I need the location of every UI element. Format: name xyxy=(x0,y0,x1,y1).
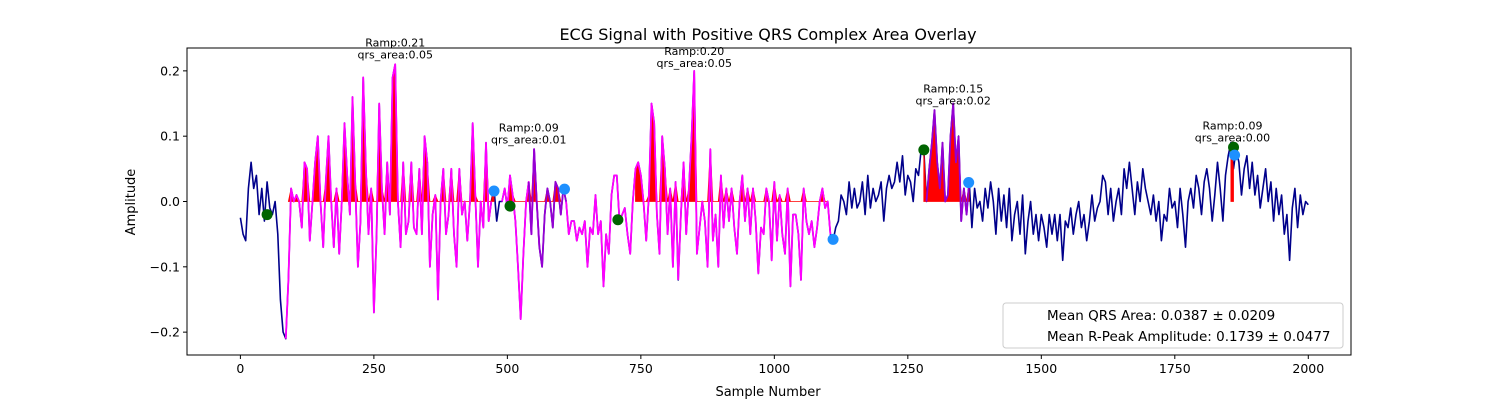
qrs-segment-line-7 xyxy=(925,102,960,203)
q-onset-marker-2 xyxy=(504,200,516,212)
annotation-ramp-4: Ramp:0.15 xyxy=(923,82,983,95)
annotation-qrs-area-5: qrs_area:0.00 xyxy=(1195,131,1270,144)
s-offset-marker-1 xyxy=(488,185,500,197)
x-tick-label-6: 1500 xyxy=(1025,361,1057,376)
qrs-segment-line-8 xyxy=(957,136,971,223)
annotation-qrs-area-4: qrs_area:0.02 xyxy=(915,94,990,107)
x-axis: 0 250 500 750 1000 1250 1500 1750 2000 xyxy=(236,355,1324,376)
x-tick-label-3: 750 xyxy=(629,361,653,376)
y-tick-label-2: 0.0 xyxy=(160,194,180,209)
x-tick-label-5: 1250 xyxy=(892,361,924,376)
x-tick-label-4: 1000 xyxy=(758,361,790,376)
q-onset-marker-4 xyxy=(918,144,930,156)
annotation-ramp-1: Ramp:0.21 xyxy=(365,37,425,50)
y-tick-label-1: −0.1 xyxy=(150,259,180,274)
s-offset-marker-2 xyxy=(558,183,570,195)
qrs-segment-line-5 xyxy=(565,102,680,288)
y-tick-label-3: 0.1 xyxy=(160,129,180,144)
x-tick-label-2: 500 xyxy=(495,361,519,376)
legend-entry-qrs-area: Mean QRS Area: 0.0387 ± 0.0209 xyxy=(1047,308,1275,324)
qrs-segment-line-2 xyxy=(426,122,493,301)
legend: Mean QRS Area: 0.0387 ± 0.0209 Mean R-Pe… xyxy=(1002,302,1344,349)
qrs-segment-line-1 xyxy=(284,63,429,339)
x-axis-label: Sample Number xyxy=(715,385,821,400)
qrs-segment-line-6 xyxy=(677,70,832,288)
y-axis-label: Amplitude xyxy=(124,169,139,236)
x-tick-label-7: 1750 xyxy=(1159,361,1191,376)
legend-entry-r-peak: Mean R-Peak Amplitude: 0.1739 ± 0.0477 xyxy=(1047,329,1331,345)
y-axis: −0.2 −0.1 0.0 0.1 0.2 xyxy=(150,63,187,340)
s-offset-marker-5 xyxy=(1229,149,1241,161)
y-tick-label-4: 0.2 xyxy=(160,63,180,78)
x-tick-label-8: 2000 xyxy=(1292,361,1324,376)
y-tick-label-0: −0.2 xyxy=(150,325,180,340)
q-onset-marker-1 xyxy=(261,209,273,221)
x-tick-label-0: 0 xyxy=(236,361,244,376)
x-tick-label-1: 250 xyxy=(362,361,386,376)
annotation-ramp-5: Ramp:0.09 xyxy=(1202,119,1262,132)
s-offset-marker-3 xyxy=(827,233,839,245)
plot-area xyxy=(239,63,1309,340)
legend-box xyxy=(1002,302,1344,349)
annotation-qrs-area-2: qrs_area:0.01 xyxy=(491,133,566,146)
chart-title: ECG Signal with Positive QRS Complex Are… xyxy=(559,25,976,44)
annotation-ramp-2: Ramp:0.09 xyxy=(499,121,559,134)
annotation-qrs-area-1: qrs_area:0.05 xyxy=(358,49,433,62)
annotation-qrs-area-3: qrs_area:0.05 xyxy=(657,57,732,70)
s-offset-marker-4 xyxy=(963,177,975,189)
qrs-segment-line-4 xyxy=(527,148,567,268)
annotation-ramp-3: Ramp:0.20 xyxy=(664,45,724,58)
q-onset-marker-3 xyxy=(612,214,624,226)
